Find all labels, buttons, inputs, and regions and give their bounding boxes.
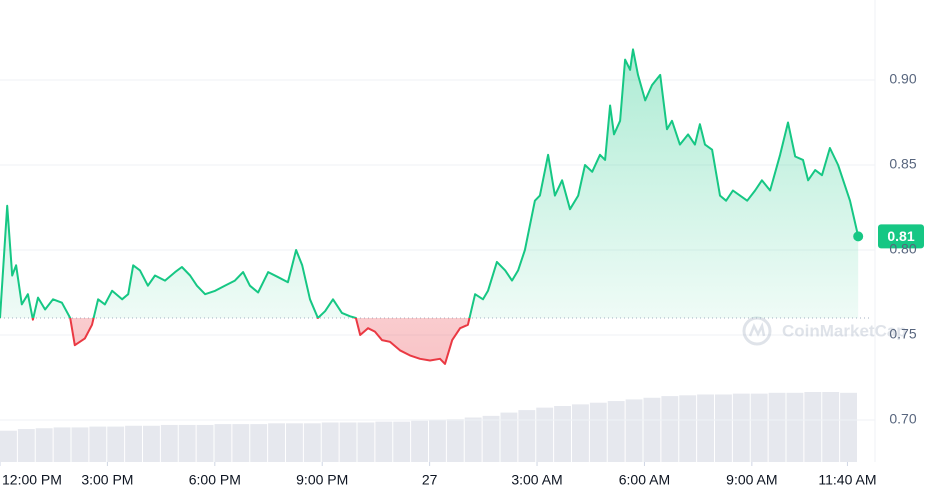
line-down <box>0 318 471 365</box>
volume-bar <box>500 412 518 462</box>
x-tick-label: 27 <box>422 472 438 488</box>
volume-bar <box>232 424 250 462</box>
volume-bar <box>17 429 35 462</box>
volume-bar <box>89 426 107 462</box>
area-up <box>0 49 859 318</box>
volume-bar <box>750 393 768 462</box>
volume-bar <box>268 423 285 462</box>
x-tick-label: 3:00 AM <box>511 472 562 488</box>
price-badge <box>878 224 924 249</box>
volume-bar <box>196 424 214 462</box>
volume-bar <box>661 396 679 462</box>
volume-bar <box>303 423 321 462</box>
volume-bar <box>71 427 89 462</box>
volume-bar <box>107 426 125 462</box>
watermark: CoinMarketCap <box>742 316 907 346</box>
volume-bar <box>160 424 178 462</box>
volume-bar <box>178 424 196 462</box>
y-tick-label: 0.80 <box>889 241 916 257</box>
volume-bar <box>53 427 71 462</box>
y-tick-label: 0.85 <box>889 156 916 172</box>
volume-bar <box>715 394 732 462</box>
volume-bar <box>446 419 464 462</box>
volume-bar <box>518 410 536 462</box>
volume-bar <box>607 401 625 462</box>
volume-bar <box>822 392 840 462</box>
volume-bar <box>536 407 554 462</box>
x-tick-label: 6:00 AM <box>619 472 670 488</box>
volume-bar <box>393 421 411 462</box>
last-point <box>853 231 864 242</box>
y-tick-label: 0.75 <box>889 326 916 342</box>
volume-bar <box>697 394 714 462</box>
x-tick-label: 11:40 AM <box>818 472 876 488</box>
volume-bar <box>35 428 53 462</box>
volume-bar <box>250 424 268 462</box>
line-up <box>0 48 860 318</box>
x-tick-label: 9:00 AM <box>726 472 777 488</box>
volume-bar <box>214 424 232 462</box>
volume-bar <box>768 392 786 462</box>
volume-bar <box>339 422 357 462</box>
price-badge-label: 0.81 <box>887 228 914 244</box>
y-tick-label: 0.70 <box>889 411 916 427</box>
volume-bar <box>643 397 661 462</box>
volume-bar <box>572 404 589 462</box>
volume-bar <box>732 393 750 462</box>
volume-bar <box>286 423 303 462</box>
volume-bar <box>840 392 857 462</box>
volume-bar <box>804 392 822 462</box>
volume-bar <box>464 417 482 462</box>
volume-bar <box>429 420 446 462</box>
volume-bar <box>357 422 375 462</box>
volume-bar <box>321 422 339 462</box>
area-down <box>0 318 859 364</box>
volume-bar <box>143 425 160 462</box>
volume-bar <box>589 402 607 462</box>
y-tick-label: 0.90 <box>889 71 916 87</box>
volume-bar <box>411 420 428 462</box>
volume-bar <box>679 395 697 462</box>
volume-bar <box>482 415 500 462</box>
x-tick-label: 3:00 PM <box>81 472 133 488</box>
volume-bar <box>125 425 142 462</box>
volume-bar <box>375 421 393 462</box>
x-tick-label: 12:00 PM <box>2 472 62 488</box>
volume-bar <box>625 399 643 462</box>
x-tick-label: 6:00 PM <box>189 472 241 488</box>
volume-bar <box>0 430 17 462</box>
x-tick-label: 9:00 PM <box>296 472 348 488</box>
watermark-text: CoinMarketCap <box>782 321 907 340</box>
volume-bar <box>554 406 571 462</box>
volume-bar <box>786 392 804 462</box>
